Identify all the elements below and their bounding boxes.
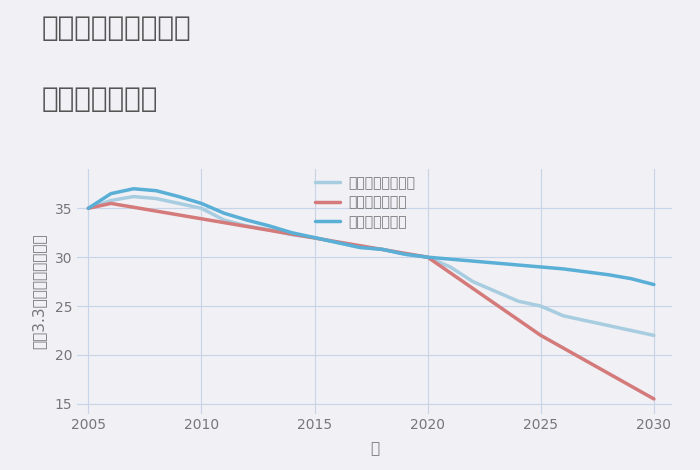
グッドシナリオ: [333, 240, 342, 245]
グッドシナリオ: [130, 186, 138, 192]
ノーマルシナリオ: [288, 232, 296, 237]
ノーマルシナリオ: [650, 333, 658, 338]
Line: グッドシナリオ: グッドシナリオ: [88, 189, 654, 284]
バッドシナリオ: [84, 205, 92, 211]
グッドシナリオ: [288, 230, 296, 235]
グッドシナリオ: [220, 211, 228, 216]
ノーマルシナリオ: [356, 244, 364, 250]
グッドシナリオ: [650, 282, 658, 287]
バッドシナリオ: [424, 254, 432, 260]
Y-axis label: 坪（3.3㎡）単価（万円）: 坪（3.3㎡）単価（万円）: [32, 234, 46, 349]
グッドシナリオ: [537, 264, 545, 270]
ノーマルシナリオ: [197, 205, 206, 211]
ノーマルシナリオ: [537, 303, 545, 309]
ノーマルシナリオ: [242, 223, 251, 229]
グッドシナリオ: [424, 254, 432, 260]
ノーマルシナリオ: [424, 254, 432, 260]
ノーマルシナリオ: [514, 298, 522, 304]
ノーマルシナリオ: [401, 251, 410, 257]
ノーマルシナリオ: [152, 196, 160, 201]
グッドシナリオ: [469, 258, 477, 264]
ノーマルシナリオ: [582, 318, 590, 323]
バッドシナリオ: [106, 201, 115, 206]
バッドシナリオ: [650, 396, 658, 402]
Line: ノーマルシナリオ: ノーマルシナリオ: [88, 196, 654, 336]
Legend: ノーマルシナリオ, バッドシナリオ, グッドシナリオ: ノーマルシナリオ, バッドシナリオ, グッドシナリオ: [315, 176, 415, 229]
ノーマルシナリオ: [174, 201, 183, 206]
グッドシナリオ: [242, 217, 251, 223]
ノーマルシナリオ: [605, 323, 613, 329]
ノーマルシナリオ: [265, 227, 274, 233]
グッドシナリオ: [514, 262, 522, 268]
グッドシナリオ: [310, 235, 319, 241]
グッドシナリオ: [265, 223, 274, 229]
グッドシナリオ: [174, 194, 183, 199]
ノーマルシナリオ: [491, 289, 500, 294]
グッドシナリオ: [106, 191, 115, 196]
グッドシナリオ: [627, 276, 636, 282]
グッドシナリオ: [197, 201, 206, 206]
ノーマルシナリオ: [627, 328, 636, 333]
グッドシナリオ: [401, 251, 410, 257]
ノーマルシナリオ: [220, 217, 228, 223]
ノーマルシナリオ: [378, 247, 386, 252]
グッドシナリオ: [605, 272, 613, 278]
グッドシナリオ: [84, 205, 92, 211]
Line: バッドシナリオ: バッドシナリオ: [88, 204, 654, 399]
ノーマルシナリオ: [469, 279, 477, 284]
ノーマルシナリオ: [130, 194, 138, 199]
ノーマルシナリオ: [84, 205, 92, 211]
ノーマルシナリオ: [310, 235, 319, 241]
X-axis label: 年: 年: [370, 441, 379, 456]
グッドシナリオ: [378, 247, 386, 252]
グッドシナリオ: [582, 269, 590, 274]
グッドシナリオ: [152, 188, 160, 194]
Text: 兵庫県姫路市広峰の: 兵庫県姫路市広峰の: [42, 14, 192, 42]
ノーマルシナリオ: [106, 198, 115, 204]
グッドシナリオ: [446, 256, 454, 262]
Text: 土地の価格推移: 土地の価格推移: [42, 85, 158, 113]
バッドシナリオ: [537, 333, 545, 338]
グッドシナリオ: [491, 260, 500, 266]
グッドシナリオ: [559, 266, 568, 272]
ノーマルシナリオ: [446, 264, 454, 270]
グッドシナリオ: [356, 244, 364, 250]
ノーマルシナリオ: [333, 240, 342, 245]
ノーマルシナリオ: [559, 313, 568, 319]
